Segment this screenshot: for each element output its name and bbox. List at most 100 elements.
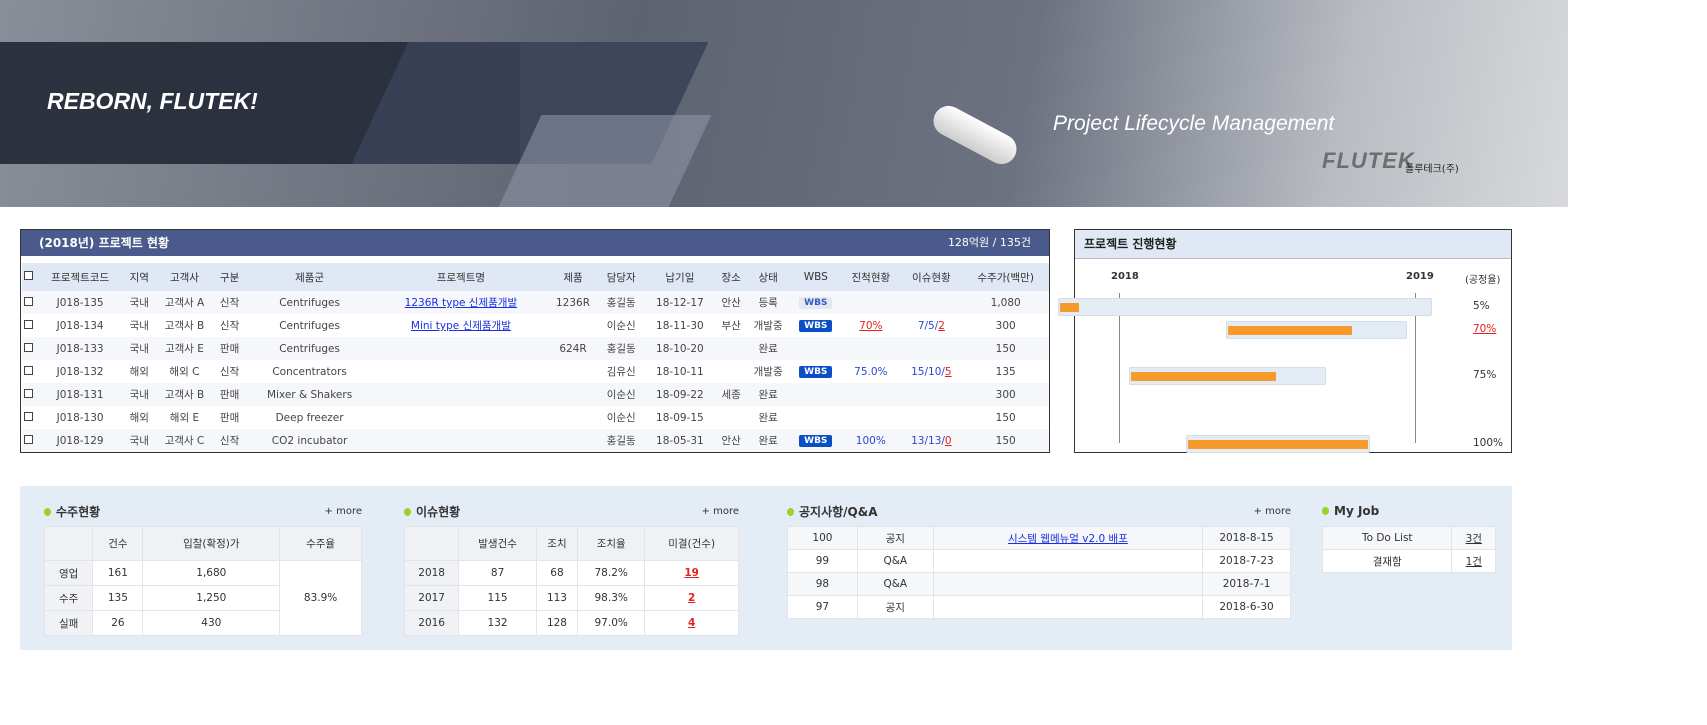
product-group: Centrifuges <box>244 291 375 314</box>
section-title-text: My Job <box>1334 504 1380 518</box>
rate-header: (공정율) <box>1465 275 1501 286</box>
notice-row[interactable]: 100 공지 시스템 웹메뉴얼 v2.0 배포 2018-8-15 <box>787 526 1291 550</box>
column-header[interactable]: 장소 <box>716 263 746 291</box>
progress: 100% <box>841 429 901 452</box>
column-header[interactable]: 납기일 <box>643 263 717 291</box>
bullet-icon <box>787 507 794 516</box>
progress-value[interactable]: 75.0% <box>854 365 888 378</box>
table-row: 수주 135 1,250 <box>43 585 362 611</box>
project-code: J018-135 <box>35 291 125 314</box>
column-header[interactable]: 구분 <box>214 263 245 291</box>
gantt-progress-bar <box>1228 326 1352 335</box>
gantt-chart: 2018 2019 (공정율) 5% 70% 75% 100% <box>1058 259 1511 453</box>
column-header[interactable]: WBS <box>790 263 842 291</box>
column-header[interactable]: 수주가(백만) <box>962 263 1049 291</box>
column-header[interactable]: 지역 <box>124 263 155 291</box>
stylus-image <box>928 100 1022 170</box>
progress-value[interactable]: 100% <box>855 434 886 447</box>
progress-value[interactable]: 70% <box>859 319 883 332</box>
row-checkbox[interactable] <box>22 383 36 406</box>
more-link[interactable]: + more <box>324 505 362 517</box>
column-header[interactable]: 제품군 <box>244 263 375 291</box>
column-header[interactable]: 담당자 <box>599 263 644 291</box>
open-issues-link[interactable]: 5 <box>944 365 952 378</box>
wbs-button[interactable]: WBS <box>799 320 833 332</box>
table-row[interactable]: J018-129 국내 고객사 C 신작 CO2 incubator 홍길동 18-05-3… <box>22 429 1049 452</box>
open-issues-link[interactable]: 2 <box>938 319 945 332</box>
notice-row[interactable]: 98 Q&A 2018-7-1 <box>787 572 1291 596</box>
more-link[interactable]: + more <box>1253 505 1291 517</box>
table-row[interactable]: J018-133 국내 고객사 E 판매 Centrifuges 624R 홍길동 18-10… <box>22 337 1049 360</box>
notice-row[interactable]: 97 공지 2018-6-30 <box>787 595 1291 619</box>
project-name-link[interactable]: Mini type 신제품개발 <box>410 320 511 332</box>
status: 등록 <box>745 291 791 314</box>
column-header[interactable]: 상태 <box>745 263 791 291</box>
notice-link[interactable]: 시스템 웹메뉴얼 v2.0 배포 <box>1007 532 1128 545</box>
due-date: 18-09-15 <box>656 411 704 424</box>
section-title-text: 수주현황 <box>56 504 101 519</box>
axis-line-2019 <box>1415 293 1416 443</box>
open-issues-link[interactable]: 0 <box>944 434 952 447</box>
table-row: 2017 115 113 98.3% 2 <box>403 585 739 611</box>
wbs-button[interactable]: WBS <box>799 366 833 378</box>
table-row[interactable]: J018-135 국내 고객사 A 신작 Centrifuges 1236R type 신… <box>22 291 1049 314</box>
project-name-link[interactable]: 1236R type 신제품개발 <box>404 297 518 309</box>
gantt-track[interactable] <box>1128 367 1326 385</box>
job-label: 결재함 <box>1321 549 1453 573</box>
notice-number: 97 <box>787 595 858 619</box>
column-header[interactable]: 제품 <box>546 263 600 291</box>
notice-date: 2018-6-30 <box>1202 595 1291 619</box>
issue-status <box>900 337 963 360</box>
product <box>547 314 599 337</box>
category: 신작 <box>219 320 240 332</box>
more-link[interactable]: + more <box>701 505 739 517</box>
table-row[interactable]: J018-131 국내 고객사 B 판매 Mixer & Shakers 이순신 18-09… <box>22 383 1049 406</box>
category: 판매 <box>214 383 245 406</box>
unresolved-link[interactable]: 2 <box>688 592 696 604</box>
row-checkbox[interactable] <box>22 429 36 452</box>
wbs-cell: WBS <box>790 291 842 314</box>
column-header[interactable]: 진척현황 <box>841 263 901 291</box>
job-count-link[interactable]: 1건 <box>1465 555 1482 568</box>
gantt-track[interactable] <box>1226 321 1407 339</box>
owner: 이순신 <box>606 320 636 332</box>
client: 고객사 A <box>154 291 215 314</box>
order-rate: 83.9% <box>279 560 362 636</box>
unresolved-link[interactable]: 4 <box>688 617 696 629</box>
row-checkbox[interactable] <box>22 337 36 360</box>
row-checkbox[interactable] <box>22 406 36 429</box>
column-header[interactable]: 이슈현황 <box>900 263 963 291</box>
table-row[interactable]: J018-134 국내 고객사 B 신작 Centrifuges Mini type 신제… <box>22 314 1049 337</box>
due-date: 18-11-30 <box>656 319 704 332</box>
notice-row[interactable]: 99 Q&A 2018-7-23 <box>787 549 1291 573</box>
product-group: Mixer & Shakers <box>244 383 375 406</box>
section-title: 공지사항/Q&A <box>787 503 878 520</box>
row-checkbox[interactable] <box>22 291 36 314</box>
status: 개발중 <box>753 320 783 332</box>
table-row[interactable]: J018-130 해외 해외 E 판매 Deep freezer 이순신 18-09-15 완… <box>22 406 1049 429</box>
select-all-checkbox[interactable] <box>22 263 36 291</box>
order-price: 300 <box>995 319 1016 332</box>
product-group: Concentrators <box>272 365 347 378</box>
due-date: 18-12-17 <box>643 291 717 314</box>
project-summary: 128억원 / 135건 <box>947 236 1031 249</box>
unresolved-link[interactable]: 19 <box>684 567 699 579</box>
column-header[interactable]: 프로젝트명 <box>374 263 547 291</box>
owner: 홍길동 <box>599 337 644 360</box>
table-row[interactable]: J018-132 해외 해외 C 신작 Concentrators 김유신 18-10-11… <box>22 360 1049 383</box>
wbs-button[interactable]: WBS <box>799 297 833 309</box>
order-price: 150 <box>962 429 1049 452</box>
progress <box>841 383 901 406</box>
wbs-button[interactable]: WBS <box>799 435 833 447</box>
job-count-link[interactable]: 3건 <box>1465 532 1482 545</box>
column-header[interactable]: 프로젝트코드 <box>35 263 125 291</box>
gantt-track[interactable] <box>1186 435 1370 453</box>
row-checkbox[interactable] <box>22 314 36 337</box>
row-checkbox[interactable] <box>22 360 36 383</box>
banner: REBORN, FLUTEK! Project Lifecycle Manage… <box>0 0 1568 207</box>
issue-status <box>900 406 962 429</box>
job-label: To Do List <box>1321 526 1453 550</box>
cell: 132 <box>458 610 537 636</box>
gantt-track[interactable] <box>1058 298 1433 316</box>
column-header[interactable]: 고객사 <box>154 263 215 291</box>
